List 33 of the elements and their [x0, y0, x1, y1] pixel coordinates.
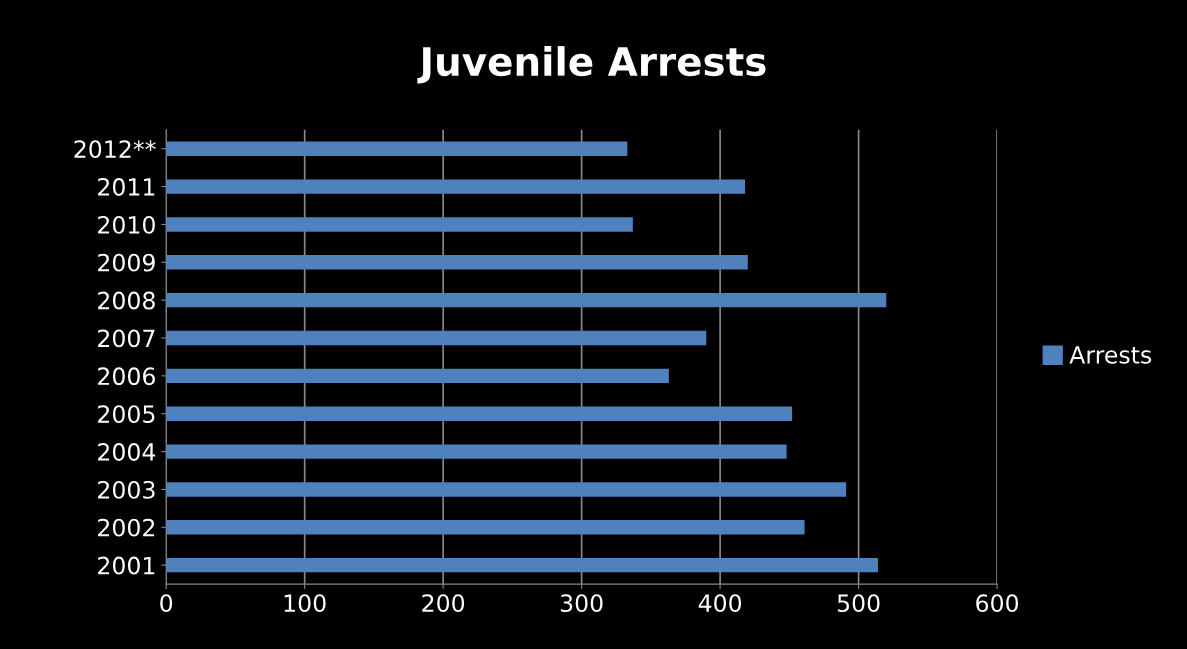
x-tick-label: 400	[698, 594, 742, 613]
bar	[166, 482, 847, 497]
y-tick-label: 2008	[98, 291, 155, 310]
bar	[166, 292, 887, 308]
y-tick-label: 2003	[98, 480, 155, 499]
bar	[166, 406, 793, 421]
bar	[166, 368, 669, 384]
y-tick-label: 2011	[98, 178, 155, 196]
x-tick-label: 300	[560, 594, 603, 613]
bar	[166, 330, 707, 346]
chart-title: Juvenile Arrests	[417, 46, 766, 84]
y-tick-label: 2007	[98, 329, 155, 348]
x-tick-label: 100	[284, 594, 326, 613]
y-tick-label: 2009	[98, 253, 155, 272]
bar	[166, 255, 748, 270]
x-tick-label: 500	[837, 594, 880, 613]
bar	[166, 217, 633, 232]
x-tick-label: 0	[160, 594, 173, 613]
bar	[166, 557, 878, 573]
x-tick-label: 600	[976, 594, 1019, 613]
y-tick-label: 2002	[98, 518, 155, 537]
bar	[166, 141, 628, 156]
x-tick-label: 200	[422, 594, 465, 613]
bar	[166, 179, 746, 194]
y-tick-label: 2010	[98, 215, 155, 234]
bar	[166, 444, 787, 459]
y-tick-label: 2006	[98, 367, 155, 386]
y-tick-label: 2001	[98, 556, 155, 575]
y-tick-label: 2012**	[74, 140, 156, 159]
y-tick-label: 2005	[98, 405, 155, 424]
legend-label: Arrests	[1069, 346, 1152, 364]
y-tick-label: 2004	[98, 443, 156, 461]
bar	[166, 520, 805, 535]
